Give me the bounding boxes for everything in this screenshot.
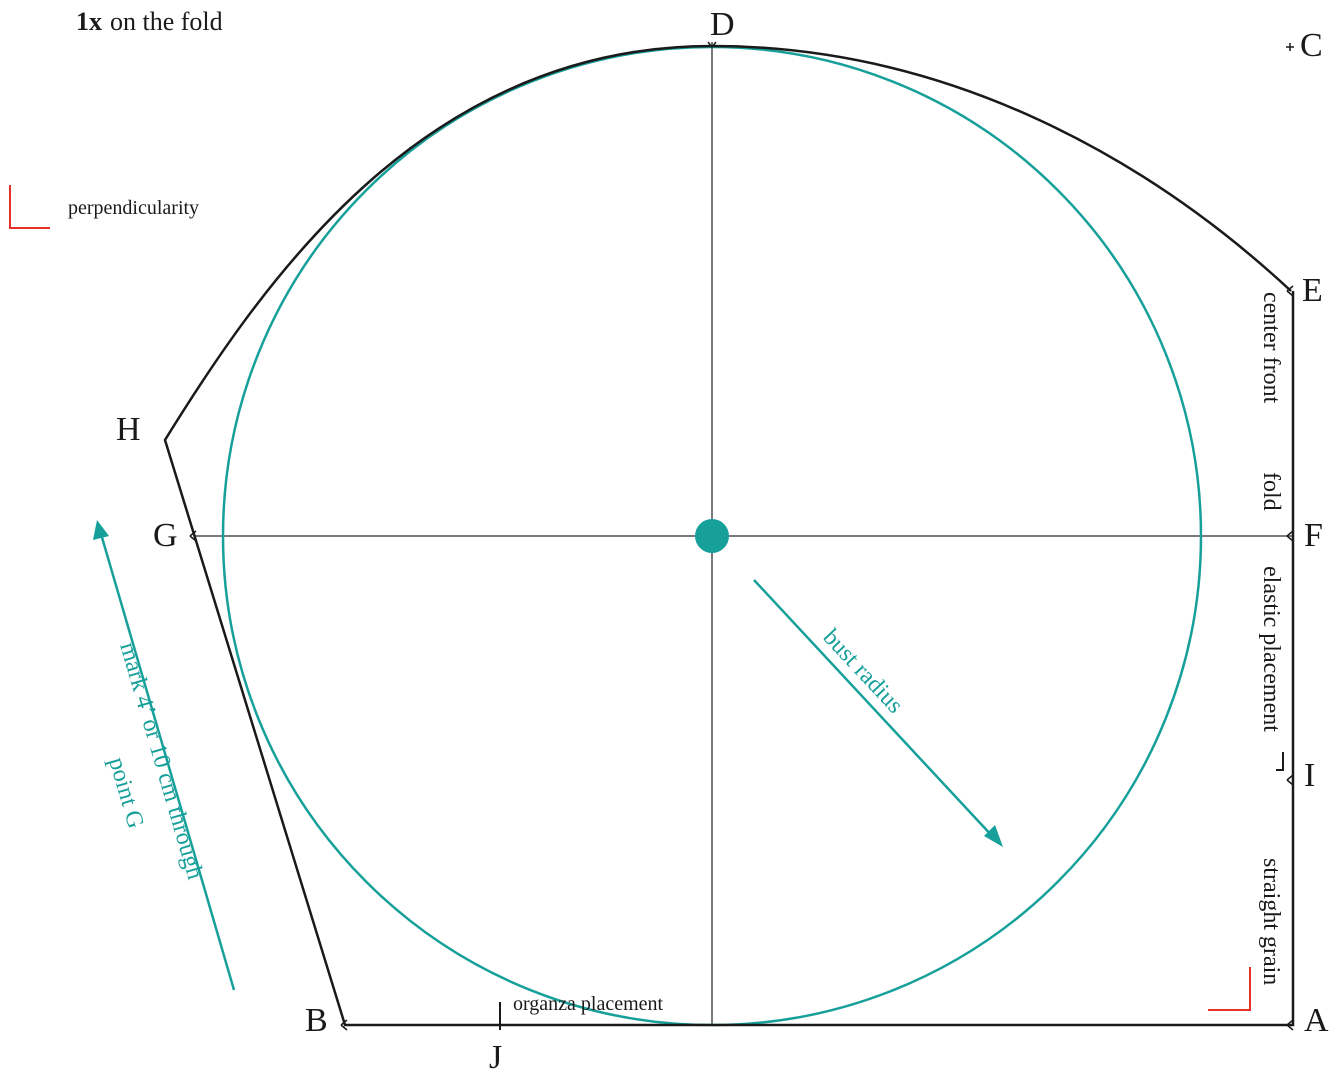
elastic-placement-label: elastic placement	[1258, 566, 1284, 732]
point-ticks	[189, 41, 1294, 1031]
bust-center-point	[695, 519, 729, 553]
point-label-e: E	[1302, 272, 1323, 309]
point-label-j: J	[489, 1039, 502, 1076]
straight-grain-corner-icon	[1208, 967, 1251, 1011]
bust-radius-arrow	[753, 579, 995, 839]
point-label-i: I	[1304, 757, 1315, 794]
perpendicularity-label: perpendicularity	[68, 197, 199, 219]
point-label-a: A	[1304, 1002, 1329, 1039]
mark-arrow	[99, 533, 236, 991]
perpendicularity-legend-icon	[9, 185, 50, 229]
point-label-f: F	[1304, 517, 1323, 554]
header-count: 1x	[76, 7, 102, 36]
mark-arrowhead	[93, 520, 109, 540]
fold-label: fold	[1258, 472, 1284, 511]
organza-placement-label: organza placement	[513, 993, 664, 1015]
bust-radius-arrowhead	[984, 825, 1003, 847]
point-label-d: D	[710, 6, 735, 43]
point-label-h: H	[116, 411, 141, 448]
point-label-g: G	[153, 517, 178, 554]
pattern-outline	[163, 44, 1295, 1027]
center-front-label: center front	[1258, 292, 1284, 404]
header-placement: on the fold	[110, 7, 223, 36]
mark-label-line2: point G	[103, 754, 148, 831]
elastic-placement-marker	[1276, 752, 1284, 771]
point-label-b: B	[305, 1002, 328, 1039]
straight-grain-label: straight grain	[1258, 858, 1284, 985]
bust-radius-label: bust radius	[818, 624, 908, 718]
point-label-c: C	[1300, 27, 1323, 64]
header-text: 1x on the fold	[76, 7, 223, 36]
